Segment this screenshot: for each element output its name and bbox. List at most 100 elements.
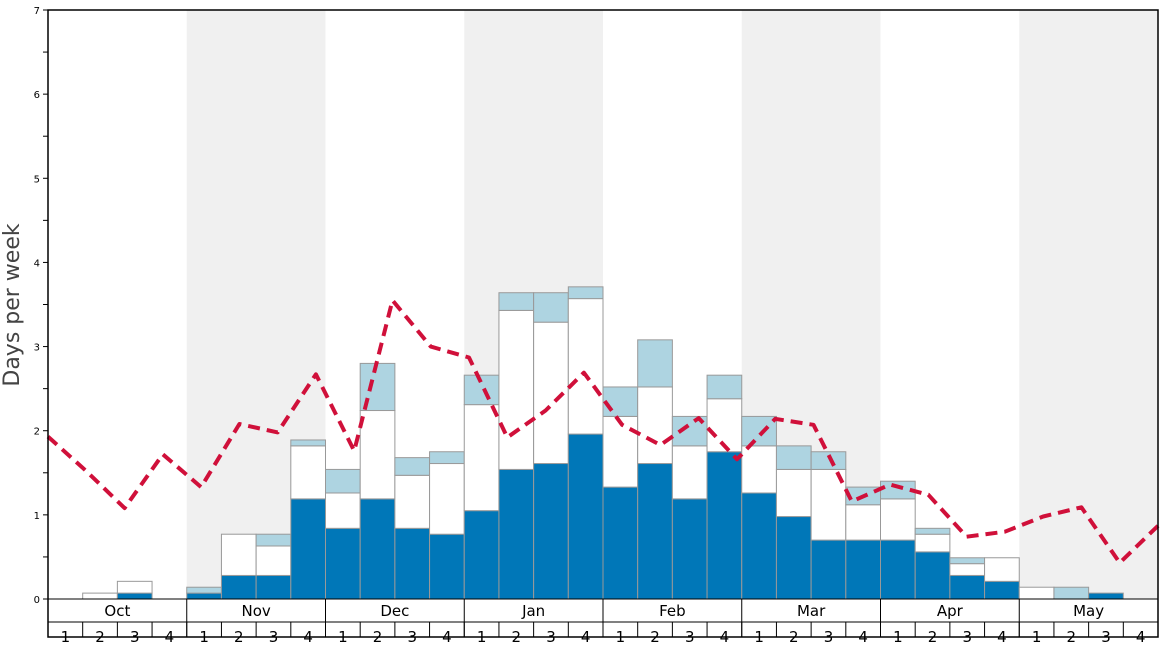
bar-light-20 <box>741 415 777 447</box>
y-axis-ticks: 0 1 2 3 4 5 6 7 <box>34 6 48 606</box>
bar-light-25 <box>914 527 951 535</box>
y-tick-label: 2 <box>34 427 40 438</box>
bar-white-27 <box>984 557 1020 582</box>
week-label: 4 <box>581 628 591 646</box>
bar-dark-8 <box>325 527 361 600</box>
bar-light-8 <box>325 468 361 494</box>
week-label: 4 <box>1136 628 1146 646</box>
bar-dark-25 <box>914 551 951 600</box>
bar-light-19 <box>706 374 743 400</box>
bar-light-11 <box>429 451 465 465</box>
bar-white-11 <box>429 463 465 535</box>
bar-white-20 <box>741 445 777 494</box>
bar-light-13 <box>498 292 535 311</box>
x-axis-labels: Oct Nov Dec Jan Feb Mar Apr May 1 2 3 4 1 2 3 4 1 2 3 4 1 2 3 4… <box>61 602 1146 646</box>
bar-white-7 <box>290 445 326 500</box>
bar-white-25 <box>914 533 951 553</box>
bar-dark-21 <box>775 516 812 600</box>
week-label: 1 <box>893 628 903 646</box>
week-label: 4 <box>997 628 1007 646</box>
week-label: 2 <box>373 628 383 646</box>
week-label: 1 <box>1032 628 1042 646</box>
week-label: 4 <box>858 628 868 646</box>
month-label-mar: Mar <box>797 602 826 620</box>
week-label: 1 <box>338 628 348 646</box>
bar-dark-7 <box>290 498 326 600</box>
bar-light-7 <box>290 439 326 447</box>
bar-dark-17 <box>637 463 673 600</box>
bar-light-14 <box>533 292 569 323</box>
bar-white-1 <box>82 592 118 600</box>
bar-light-6 <box>255 533 292 547</box>
bar-dark-19 <box>706 451 743 600</box>
y-tick-label: 4 <box>34 258 40 269</box>
bar-white-15 <box>567 298 604 435</box>
week-label: 2 <box>650 628 660 646</box>
month-label-apr: Apr <box>937 602 964 620</box>
bar-dark-18 <box>671 498 708 600</box>
bar-dark-16 <box>602 486 639 600</box>
week-label: 3 <box>962 628 972 646</box>
month-label-feb: Feb <box>659 602 686 620</box>
bar-white-12 <box>463 404 500 512</box>
bar-white-2 <box>116 580 153 594</box>
bar-light-29 <box>1053 586 1090 600</box>
week-label: 2 <box>1067 628 1077 646</box>
month-label-jan: Jan <box>521 602 545 620</box>
week-label: 3 <box>130 628 140 646</box>
week-label: 2 <box>95 628 105 646</box>
bar-white-9 <box>359 410 396 500</box>
bar-white-10 <box>394 474 431 529</box>
month-label-nov: Nov <box>241 602 270 620</box>
week-label: 4 <box>165 628 175 646</box>
month-band-may <box>1019 10 1158 599</box>
bar-dark-24 <box>880 539 916 600</box>
month-label-may: May <box>1073 602 1104 620</box>
bar-dark-23 <box>845 539 881 600</box>
bar-white-23 <box>845 504 881 541</box>
bar-light-16 <box>602 386 639 417</box>
bar-dark-30 <box>1088 592 1124 600</box>
bar-white-26 <box>949 563 986 576</box>
bar-white-8 <box>325 492 361 529</box>
y-tick-label: 6 <box>34 90 40 101</box>
bar-white-6 <box>255 545 292 576</box>
bar-light-26 <box>949 557 986 565</box>
week-label: 2 <box>928 628 938 646</box>
week-label: 3 <box>269 628 279 646</box>
week-label: 4 <box>442 628 452 646</box>
trend-line <box>46 298 1160 565</box>
bar-dark-2 <box>116 592 153 600</box>
week-label: 3 <box>546 628 556 646</box>
week-label: 4 <box>303 628 313 646</box>
bar-dark-22 <box>810 539 847 600</box>
week-label: 1 <box>61 628 71 646</box>
y-tick-label: 5 <box>34 174 40 185</box>
bar-dark-12 <box>463 510 500 600</box>
trend-line-path <box>46 298 1160 565</box>
week-label: 1 <box>754 628 764 646</box>
bar-white-18 <box>671 445 708 500</box>
y-tick-label: 0 <box>34 595 40 606</box>
week-label: 3 <box>824 628 834 646</box>
week-label: 2 <box>789 628 799 646</box>
bar-dark-10 <box>394 527 431 600</box>
bar-dark-9 <box>359 498 396 600</box>
y-tick-label: 7 <box>34 6 40 17</box>
bar-dark-26 <box>949 574 986 600</box>
bar-dark-20 <box>741 492 777 600</box>
y-tick-label: 1 <box>34 511 40 522</box>
bar-white-28 <box>1018 586 1055 600</box>
week-label: 2 <box>512 628 522 646</box>
bar-dark-11 <box>429 533 465 600</box>
week-label: 1 <box>616 628 626 646</box>
bar-light-15 <box>567 286 604 300</box>
bar-light-4 <box>186 586 222 594</box>
bar-white-13 <box>498 309 535 470</box>
bar-white-21 <box>775 468 812 518</box>
bar-white-24 <box>880 498 916 541</box>
bar-dark-14 <box>533 463 569 600</box>
week-label: 3 <box>1101 628 1111 646</box>
bar-dark-15 <box>567 433 604 600</box>
